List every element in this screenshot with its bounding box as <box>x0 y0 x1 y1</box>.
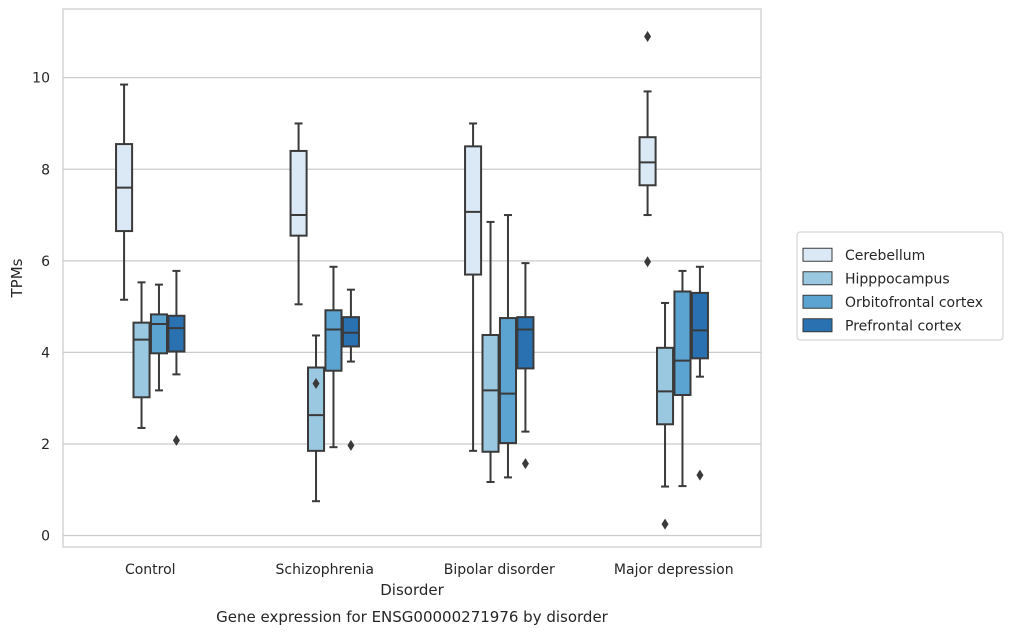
box-cerebellum <box>115 83 134 301</box>
legend-swatch <box>802 271 833 286</box>
iqr-box <box>498 317 518 445</box>
x-tick-label: Bipolar disorder <box>444 562 555 578</box>
iqr-box <box>516 316 535 370</box>
legend-label: Cerebellum <box>845 248 925 264</box>
legend-label: Prefrontal cortex <box>845 318 962 334</box>
box-orbitofrontal-cortex <box>149 283 169 392</box>
outlier-point <box>661 518 669 530</box>
legend-frame <box>796 231 1004 341</box>
y-axis-ticks: 0 2 4 6 8 10 <box>32 71 50 545</box>
outlier-point <box>172 434 180 446</box>
y-tick-label: 10 <box>32 71 50 87</box>
y-tick-label: 0 <box>41 529 50 545</box>
box-orbitofrontal-cortex <box>673 269 692 488</box>
box-cerebellum <box>289 122 308 306</box>
y-tick-label: 2 <box>41 437 50 453</box>
box-prefrontal-cortex <box>341 288 360 451</box>
legend-label: Orbitofrontal cortex <box>845 295 983 311</box>
chart-caption: Gene expression for ENSG00000271976 by d… <box>216 608 609 626</box>
iqr-box <box>673 290 692 396</box>
box-hipppocampus <box>132 281 151 429</box>
iqr-box <box>690 291 709 360</box>
outlier-point <box>644 30 652 42</box>
y-axis-label: TPMs <box>8 258 26 298</box>
box-prefrontal-cortex <box>690 265 709 481</box>
box-hipppocampus <box>655 301 675 530</box>
x-tick-label: Major depression <box>614 562 734 578</box>
box-prefrontal-cortex <box>516 262 535 470</box>
outlier-point <box>644 256 652 268</box>
x-tick-label: Control <box>125 562 176 578</box>
y-tick-label: 8 <box>41 162 50 178</box>
iqr-box <box>324 309 343 372</box>
outlier-point <box>521 458 529 470</box>
box-orbitofrontal-cortex <box>324 265 343 449</box>
box-prefrontal-cortex <box>167 269 186 446</box>
legend-swatch <box>802 294 833 309</box>
iqr-box <box>638 136 657 187</box>
y-tick-label: 4 <box>41 345 50 361</box>
iqr-box <box>464 145 483 276</box>
iqr-box <box>655 346 675 426</box>
iqr-box <box>149 313 169 355</box>
box-hipppocampus <box>306 334 326 503</box>
plot-frame <box>62 8 762 548</box>
box-cerebellum <box>638 30 657 268</box>
legend-swatch <box>802 318 833 333</box>
outlier-point <box>312 378 320 390</box>
outlier-point <box>347 439 355 451</box>
iqr-box <box>289 149 308 237</box>
x-axis-label: Disorder <box>380 581 444 599</box>
iqr-box <box>481 334 500 453</box>
outlier-point <box>696 469 704 481</box>
legend-swatch <box>802 247 833 262</box>
box-orbitofrontal-cortex <box>498 214 518 479</box>
legend: Cerebellum Hipppocampus Orbitofrontal cort… <box>796 231 1004 341</box>
iqr-box <box>132 321 151 399</box>
x-axis-ticks: Control Schizophrenia Bipolar disorder Majo… <box>125 562 734 578</box>
box-hipppocampus <box>481 220 500 483</box>
y-tick-label: 6 <box>41 254 50 270</box>
box-cerebellum <box>464 122 483 452</box>
iqr-box <box>167 314 186 353</box>
box-plot-marks <box>115 30 709 530</box>
iqr-box <box>306 366 326 452</box>
legend-label: Hipppocampus <box>845 271 950 287</box>
x-tick-label: Schizophrenia <box>276 562 374 578</box>
